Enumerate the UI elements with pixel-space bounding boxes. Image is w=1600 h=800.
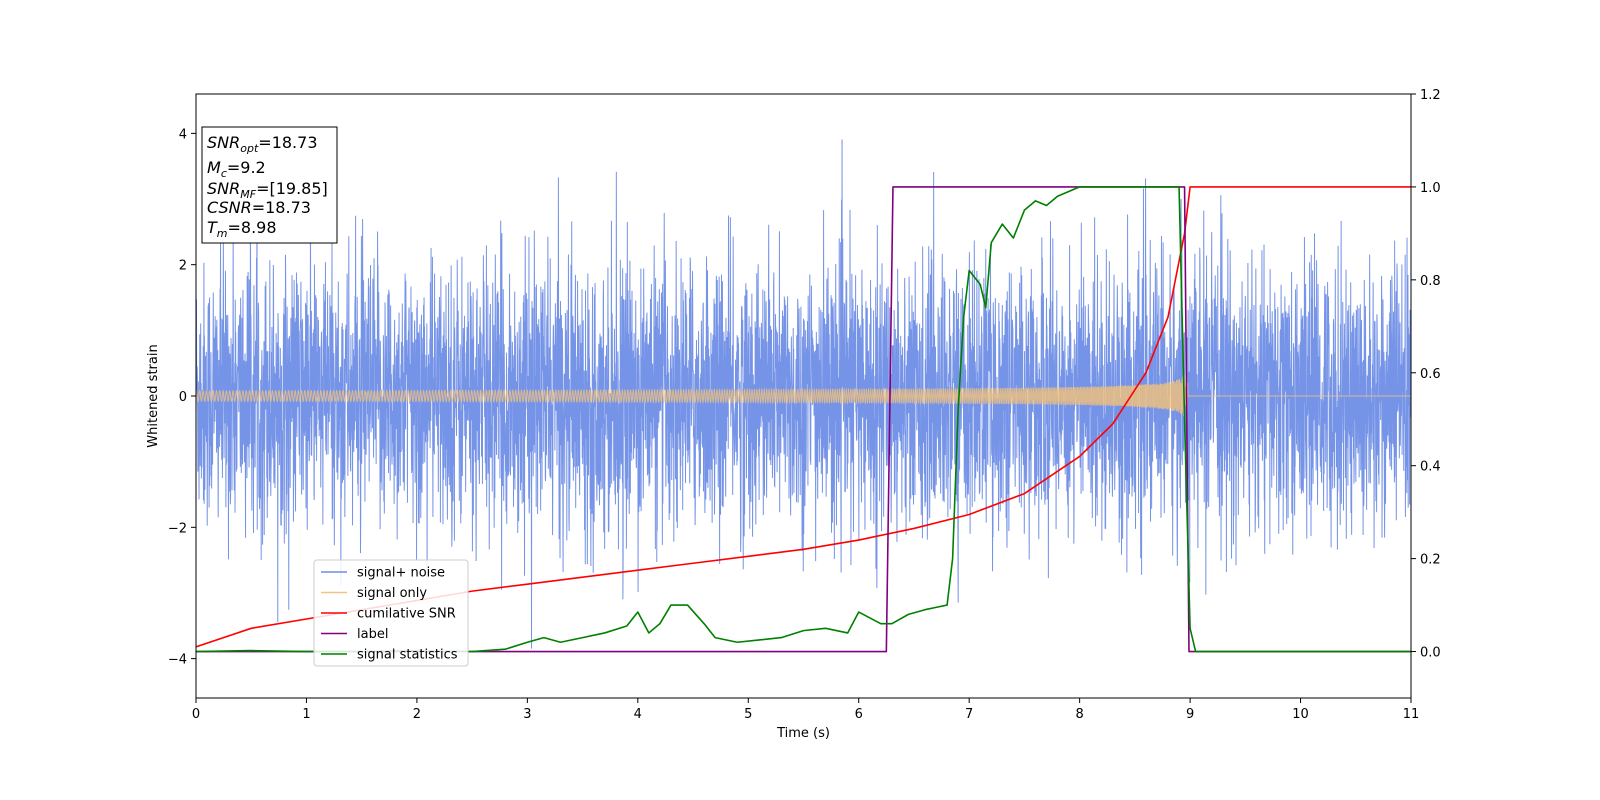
x-tick-label: 9 — [1186, 707, 1194, 722]
legend-entry: cumilative SNR — [357, 607, 456, 622]
info-line: CSNR=18.73 — [207, 198, 311, 217]
y-left-tick-label: 0 — [179, 390, 187, 405]
legend-entry: label — [357, 627, 388, 642]
info-line: SNRMF=[19.85] — [207, 179, 328, 201]
info-value: =9.2 — [227, 158, 266, 177]
x-tick-label: 10 — [1292, 707, 1309, 722]
y-left-tick-label: 4 — [179, 127, 187, 142]
info-symbol: CSNR — [207, 198, 252, 217]
x-tick-label: 6 — [855, 707, 863, 722]
y-right-tick-label: 0.4 — [1420, 460, 1441, 475]
series-signal-only — [196, 375, 1411, 427]
info-line: SNRopt=18.73 — [207, 133, 318, 155]
y-right-tick-label: 0.8 — [1420, 274, 1441, 289]
y-left-tick-label: −4 — [168, 653, 187, 668]
x-axis-label: Time (s) — [776, 726, 830, 741]
info-symbol: M — [207, 158, 221, 177]
x-tick-label: 8 — [1075, 707, 1083, 722]
legend-entry: signal statistics — [357, 648, 458, 663]
x-tick-label: 5 — [744, 707, 752, 722]
info-symbol: T — [207, 218, 218, 237]
info-value: =8.98 — [228, 218, 277, 237]
info-subscript: c — [221, 167, 227, 180]
x-axis: 0 1 2 3 4 5 6 7 8 9 10 11 — [192, 698, 1419, 722]
legend-entry: signal+ noise — [357, 566, 445, 581]
y-left-tick-label: 2 — [179, 259, 187, 274]
info-box: SNRopt=18.73Mc=9.2SNRMF=[19.85]CSNR=18.7… — [201, 126, 338, 244]
y-right-tick-label: 0.0 — [1420, 646, 1441, 661]
info-value: =18.73 — [252, 198, 311, 217]
info-line: Tm=8.98 — [207, 218, 277, 240]
info-subscript: m — [217, 227, 228, 240]
info-value: =18.73 — [258, 133, 317, 152]
info-subscript: opt — [240, 142, 259, 155]
info-subscript: MF — [240, 188, 256, 201]
y-left-tick-label: −2 — [168, 521, 187, 536]
x-tick-label: 0 — [192, 707, 200, 722]
series-signal-noise — [196, 139, 1411, 649]
y-axis-right: 0.0 0.2 0.4 0.6 0.8 1.0 1.2 — [1411, 88, 1441, 661]
y-right-tick-label: 0.6 — [1420, 367, 1441, 382]
y-axis-label: Whitened strain — [146, 344, 161, 447]
info-value: =[19.85] — [256, 179, 328, 198]
x-tick-label: 11 — [1403, 707, 1420, 722]
y-right-tick-label: 1.0 — [1420, 181, 1441, 196]
info-line: Mc=9.2 — [207, 158, 266, 180]
x-tick-label: 7 — [965, 707, 973, 722]
info-symbol: SNR — [207, 133, 240, 152]
legend: signal+ noise signal only cumilative SNR la… — [313, 559, 469, 667]
x-tick-label: 4 — [634, 707, 642, 722]
y-right-tick-label: 0.2 — [1420, 553, 1441, 568]
x-tick-label: 1 — [302, 707, 310, 722]
legend-frame — [313, 559, 469, 667]
y-right-tick-label: 1.2 — [1420, 88, 1441, 103]
x-tick-label: 3 — [523, 707, 531, 722]
info-box-frame — [201, 126, 338, 244]
series-signal-statistics — [196, 186, 1411, 653]
info-symbol: SNR — [207, 179, 240, 198]
x-tick-label: 2 — [413, 707, 421, 722]
legend-entry: signal only — [357, 586, 427, 601]
y-axis-left: −4 −2 0 2 4 — [168, 127, 196, 668]
